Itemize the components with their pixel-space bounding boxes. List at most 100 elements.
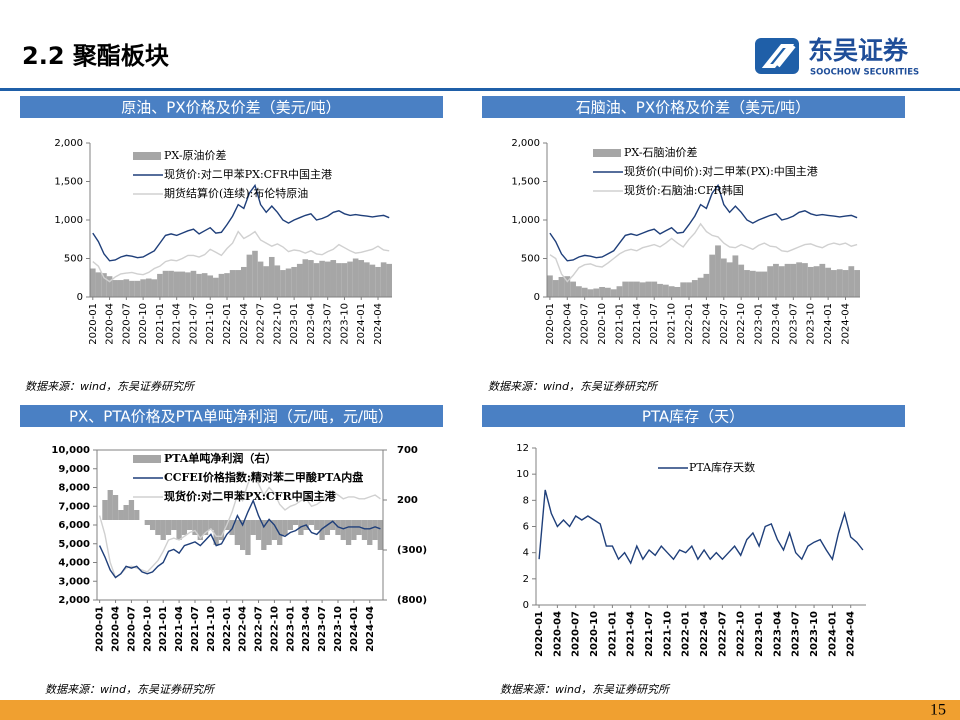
bar xyxy=(240,520,246,550)
x-tick-label: 2021-10 xyxy=(206,606,217,652)
bar xyxy=(207,275,214,297)
bar xyxy=(697,277,704,297)
bar xyxy=(686,282,692,297)
x-tick-label: 2024-04 xyxy=(365,606,376,652)
bar xyxy=(819,263,826,297)
x-tick-label: 2022-07 xyxy=(254,606,265,652)
x-tick-label: 2023-07 xyxy=(788,303,799,345)
logo-en: SOOCHOW SECURITIES xyxy=(810,68,919,78)
bar xyxy=(645,281,652,297)
x-tick-label: 2023-01 xyxy=(289,303,300,345)
series-line xyxy=(98,498,381,579)
bar xyxy=(90,268,96,297)
y-tick-label: 2,000 xyxy=(58,595,90,606)
bar xyxy=(145,278,152,297)
bar xyxy=(732,255,739,297)
x-tick-label: 2023-07 xyxy=(317,606,328,652)
y-tick-label: 2,000 xyxy=(511,138,540,149)
bar xyxy=(715,245,721,297)
bar xyxy=(165,520,172,535)
bar xyxy=(842,270,849,297)
series-line xyxy=(98,470,381,579)
x-tick-label: 2023-01 xyxy=(754,303,765,345)
bar xyxy=(277,520,283,545)
bar xyxy=(347,261,353,297)
bar xyxy=(201,273,208,297)
y-tick-label: 4,000 xyxy=(58,558,90,569)
page-number: 15 xyxy=(930,702,946,719)
legend-label: 现货价(中间价):对二甲苯(PX):中国主港 xyxy=(624,164,818,178)
series-line xyxy=(549,222,858,283)
section-bar xyxy=(482,405,905,427)
bar xyxy=(235,270,241,297)
x-tick-label: 2024-04 xyxy=(373,303,384,345)
y-tick-label: 500 xyxy=(64,254,83,265)
bar xyxy=(162,270,169,297)
bar xyxy=(593,288,600,297)
bar xyxy=(680,282,687,297)
bar xyxy=(375,266,381,297)
slide-title: 2.2 聚酯板块 xyxy=(22,42,169,70)
bar xyxy=(241,266,247,297)
series-line xyxy=(549,183,858,262)
bar xyxy=(848,266,855,297)
bar xyxy=(308,260,314,297)
bar xyxy=(668,286,675,297)
legend-label: PX-原油价差 xyxy=(164,148,227,162)
source-note: 数据来源：wind，东吴证券研究所 xyxy=(488,380,659,393)
x-tick-label: 2020-07 xyxy=(571,611,582,657)
bar xyxy=(324,520,331,535)
bar xyxy=(380,262,387,297)
bar xyxy=(255,520,262,540)
bar xyxy=(218,273,225,297)
bar xyxy=(155,520,161,535)
x-tick-label: 2022-07 xyxy=(717,611,728,657)
x-tick-label: 2023-04 xyxy=(772,611,783,657)
bar xyxy=(674,286,681,297)
plot xyxy=(90,183,392,297)
bar xyxy=(361,520,368,540)
x-tick-label: 2022-10 xyxy=(736,611,747,657)
x-tick-label: 2021-10 xyxy=(205,303,216,345)
x-tick-label: 2022-01 xyxy=(222,303,233,345)
bar xyxy=(246,254,253,297)
x-tick-label: 2022-10 xyxy=(269,606,280,652)
bar xyxy=(773,263,779,297)
bar xyxy=(662,284,669,297)
y2-tick-label: (300) xyxy=(397,545,427,556)
bar xyxy=(181,520,188,535)
y-tick-label: 0 xyxy=(523,600,529,611)
legend-label: PX-石脑油价差 xyxy=(624,145,698,159)
x-tick-label: 2020-01 xyxy=(545,303,556,345)
bar xyxy=(581,287,588,297)
bar xyxy=(367,520,373,545)
bar xyxy=(280,270,286,297)
bar xyxy=(112,280,118,297)
bar xyxy=(101,273,107,297)
bar xyxy=(151,279,158,297)
bar xyxy=(330,260,337,297)
bar xyxy=(123,279,130,297)
bar xyxy=(157,273,163,297)
bar xyxy=(657,283,663,297)
x-tick-label: 2020-04 xyxy=(552,611,563,657)
bar xyxy=(302,259,309,297)
x-tick-label: 2021-01 xyxy=(614,303,625,345)
logo-cn: 东吴证券 xyxy=(808,36,909,65)
x-tick-label: 2023-04 xyxy=(301,606,312,652)
x-tick-label: 2023-10 xyxy=(809,611,820,657)
bar xyxy=(173,271,180,297)
bar xyxy=(564,276,571,297)
source-note: 数据来源：wind，东吴证券研究所 xyxy=(500,683,671,696)
bar xyxy=(282,520,288,535)
bar xyxy=(292,520,299,525)
section-title: PX、PTA价格及PTA单吨净利润（元/吨，元/吨） xyxy=(69,408,393,426)
legend-swatch xyxy=(133,152,161,160)
bar xyxy=(118,510,124,520)
bar xyxy=(112,495,119,520)
y2-tick-label: 200 xyxy=(397,495,418,506)
series-line xyxy=(538,489,864,565)
legend-label: 现货价:对二甲苯PX:CFR中国主港 xyxy=(164,489,337,503)
legend-label: CCFEI价格指数:精对苯二甲酸PTA内盘 xyxy=(164,470,363,484)
bar xyxy=(599,286,605,297)
